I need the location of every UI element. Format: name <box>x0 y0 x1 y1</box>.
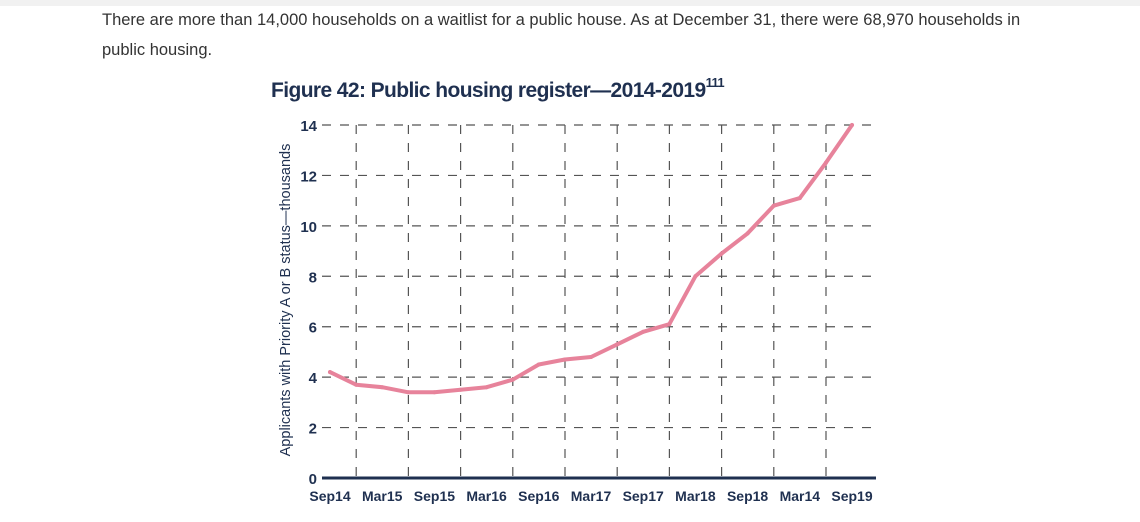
footnote-reference: 111 <box>705 75 725 90</box>
data-point <box>771 203 776 208</box>
intro-paragraph: There are more than 14,000 households on… <box>102 11 1021 59</box>
y-axis-label: Applicants with Priority A or B status—t… <box>278 144 294 457</box>
x-tick-label: Mar17 <box>571 488 612 504</box>
y-tick-label: 6 <box>309 320 317 337</box>
x-tick-label: Sep15 <box>414 488 455 504</box>
x-tick-label: Sep14 <box>309 488 350 504</box>
y-tick-label: 14 <box>300 118 317 135</box>
x-tick-label: Mar16 <box>466 488 507 504</box>
y-tick-label: 12 <box>300 168 317 185</box>
data-point <box>641 329 646 334</box>
grid-lines <box>322 124 876 478</box>
x-tick-label: Sep16 <box>518 488 559 504</box>
labels: 0 2 4 6 8 10 12 14 Sep14 Mar15 Sep15 Mar16 Sep16 Mar1… <box>278 118 873 504</box>
data-point <box>745 231 750 236</box>
series-layer <box>328 123 854 395</box>
data-point <box>562 357 567 362</box>
data-point <box>510 377 515 382</box>
data-point <box>850 123 854 127</box>
data-point <box>615 342 620 347</box>
x-tick-label: Sep18 <box>727 488 768 504</box>
data-point <box>667 322 672 327</box>
data-point <box>354 382 359 387</box>
data-point <box>589 355 593 359</box>
data-point <box>380 385 385 390</box>
x-tick-label: Mar14 <box>780 488 821 504</box>
data-point <box>432 390 437 395</box>
y-tick-label: 0 <box>309 471 317 488</box>
x-tick-label: Sep19 <box>831 488 872 504</box>
data-point <box>484 385 489 390</box>
data-point <box>536 362 541 367</box>
figure-title-text: Figure 42: Public housing register—2014-… <box>271 79 706 102</box>
data-point <box>328 370 332 375</box>
top-bar <box>0 0 1140 6</box>
x-tick-label: Sep17 <box>623 488 664 504</box>
data-point <box>823 160 828 165</box>
x-tick-label: Mar18 <box>675 488 716 504</box>
data-point <box>693 274 698 279</box>
figure-title: Figure 42: Public housing register—2014-… <box>271 75 725 103</box>
x-tick-label: Mar15 <box>362 488 403 504</box>
y-tick-label: 2 <box>309 421 317 438</box>
y-tick-label: 4 <box>309 370 318 387</box>
y-tick-label: 10 <box>300 219 317 236</box>
data-point <box>719 251 724 256</box>
data-point <box>458 387 463 392</box>
data-point <box>406 390 411 395</box>
data-point <box>797 196 802 201</box>
y-tick-label: 8 <box>309 269 317 286</box>
